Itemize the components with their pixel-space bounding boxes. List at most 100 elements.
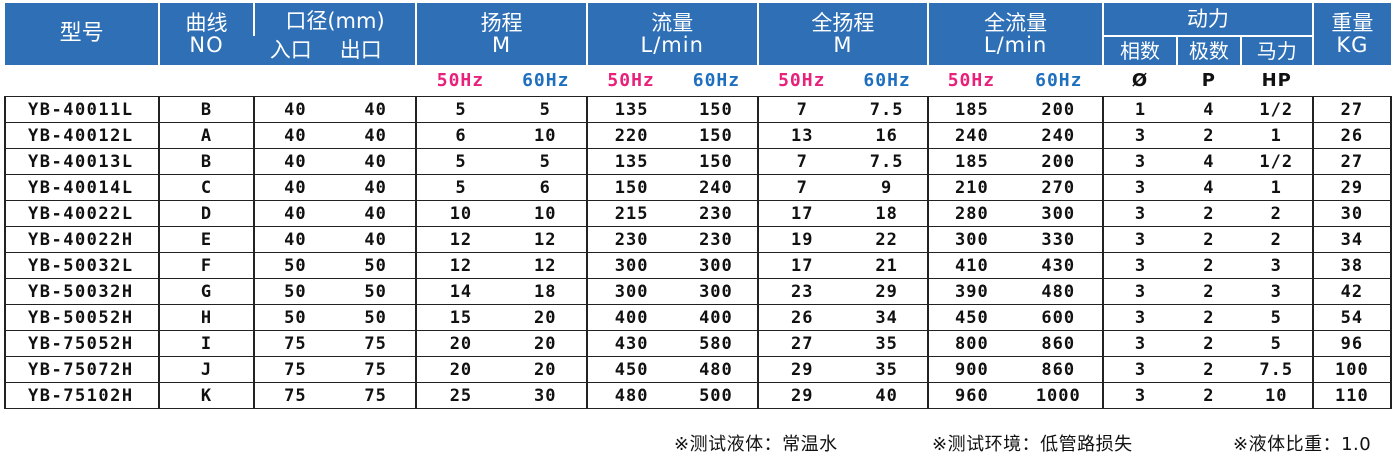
pump-spec-table: 型号 曲线 NO 口径(mm) 扬程 M 流量 L/min 全扬程 M 全流量 … (3, 3, 1393, 409)
header-total-flow: 全流量 L/min (927, 3, 1103, 65)
cell-total-flow-50hz: 450 (927, 304, 1015, 331)
cell-inlet: 40 (252, 148, 337, 175)
cell-total-head-60hz: 7.5 (845, 96, 930, 123)
cell-phase: 3 (1101, 122, 1178, 149)
cell-model: YB-50052H (3, 304, 161, 331)
cell-phase: 3 (1101, 356, 1178, 383)
header-flow: 流量 L/min (585, 3, 758, 65)
table-row: YB-50052H H 50 50 15 20 400 400 26 34 450 600 3 2 5 54 (3, 304, 1393, 331)
cell-total-flow-60hz: 600 (1014, 304, 1105, 331)
cell-flow-50hz: 135 (585, 96, 676, 123)
table-row: YB-40022H E 40 40 12 12 230 230 19 22 300 330 3 2 2 34 (3, 226, 1393, 253)
hp-symbol: HP (1261, 70, 1292, 91)
cell-phase: 3 (1101, 330, 1178, 357)
total-head-50hz-label: 50Hz (778, 70, 826, 91)
header-curve: 曲线 NO (158, 3, 254, 65)
table-row: YB-75052H I 75 75 20 20 430 580 27 35 800 860 3 2 5 96 (3, 330, 1393, 357)
cell-head-60hz: 10 (504, 200, 588, 227)
cell-total-head-50hz: 13 (756, 122, 846, 149)
cell-head-50hz: 12 (415, 226, 505, 253)
cell-total-flow-60hz: 860 (1014, 356, 1105, 383)
cell-flow-60hz: 230 (675, 200, 759, 227)
header-total-head-cn: 全扬程 (811, 11, 875, 35)
cell-total-head-60hz: 35 (845, 330, 930, 357)
table-row: YB-40012L A 40 40 6 10 220 150 13 16 240 240 3 2 1 26 (3, 122, 1393, 149)
cell-weight: 30 (1311, 200, 1393, 227)
cell-flow-60hz: 150 (675, 122, 759, 149)
cell-phase: 3 (1101, 382, 1178, 409)
cell-flow-50hz: 400 (585, 304, 676, 331)
cell-head-60hz: 5 (504, 148, 588, 175)
header-phase: 相数 (1101, 36, 1178, 65)
cell-curve-no: D (158, 200, 255, 227)
cell-total-head-60hz: 7.5 (845, 148, 930, 175)
cell-head-50hz: 12 (415, 252, 505, 279)
cell-head-50hz: 14 (415, 278, 505, 305)
cell-horsepower: 5 (1240, 304, 1314, 331)
cell-horsepower: 7.5 (1240, 356, 1314, 383)
cell-inlet: 40 (252, 174, 337, 201)
cell-total-head-60hz: 22 (845, 226, 930, 253)
cell-curve-no: E (158, 226, 255, 253)
header-weight-unit: KG (1336, 33, 1369, 57)
table-row: YB-40022L D 40 40 10 10 215 230 17 18 280 300 3 2 2 30 (3, 200, 1393, 227)
cell-head-60hz: 20 (504, 330, 588, 357)
cell-weight: 100 (1311, 356, 1393, 383)
poles-symbol: P (1201, 70, 1216, 91)
cell-inlet: 50 (252, 278, 337, 305)
cell-inlet: 50 (252, 252, 337, 279)
cell-curve-no: B (158, 148, 255, 175)
cell-curve-no: J (158, 356, 255, 383)
cell-phase: 3 (1101, 304, 1178, 331)
cell-total-head-50hz: 17 (756, 252, 846, 279)
cell-poles: 2 (1177, 252, 1241, 279)
header-horsepower: 马力 (1239, 36, 1313, 65)
cell-outlet: 40 (336, 148, 418, 175)
cell-total-head-50hz: 17 (756, 200, 846, 227)
cell-total-flow-50hz: 210 (927, 174, 1015, 201)
header-poles: 极数 (1176, 36, 1241, 65)
cell-total-flow-60hz: 430 (1014, 252, 1105, 279)
cell-total-head-60hz: 40 (845, 382, 930, 409)
cell-flow-50hz: 215 (585, 200, 676, 227)
cell-total-head-60hz: 34 (845, 304, 930, 331)
header-power: 动力 (1102, 3, 1313, 37)
cell-total-head-60hz: 18 (845, 200, 930, 227)
cell-total-flow-50hz: 410 (927, 252, 1015, 279)
header-weight-cn: 重量 (1331, 11, 1374, 35)
header-total-head: 全扬程 M (756, 3, 929, 65)
cell-total-head-50hz: 26 (756, 304, 846, 331)
cell-flow-50hz: 450 (585, 356, 676, 383)
cell-inlet: 75 (252, 382, 337, 409)
cell-flow-60hz: 580 (675, 330, 759, 357)
cell-total-head-60hz: 16 (845, 122, 930, 149)
cell-total-head-50hz: 7 (756, 174, 846, 201)
cell-outlet: 40 (336, 200, 418, 227)
cell-phase: 3 (1101, 252, 1178, 279)
cell-total-flow-60hz: 270 (1014, 174, 1105, 201)
cell-horsepower: 2 (1240, 226, 1314, 253)
table-row: YB-40014L C 40 40 5 6 150 240 7 9 210 270 3 4 1 29 (3, 174, 1393, 201)
table-row: YB-40011L B 40 40 5 5 135 150 7 7.5 185 200 1 4 1/2 27 (3, 96, 1393, 123)
cell-horsepower: 5 (1240, 330, 1314, 357)
cell-flow-60hz: 500 (675, 382, 759, 409)
header-total-flow-unit: L/min (983, 33, 1048, 57)
cell-poles: 2 (1177, 226, 1241, 253)
cell-model: YB-75102H (3, 382, 161, 409)
cell-curve-no: H (158, 304, 255, 331)
cell-head-60hz: 12 (504, 226, 588, 253)
head-50hz-label: 50Hz (436, 70, 485, 91)
cell-curve-no: C (158, 174, 255, 201)
cell-flow-60hz: 240 (675, 174, 759, 201)
cell-head-50hz: 5 (415, 96, 505, 123)
cell-outlet: 40 (336, 226, 418, 253)
header-flow-cn: 流量 (651, 11, 694, 35)
cell-total-flow-60hz: 860 (1014, 330, 1105, 357)
cell-head-60hz: 10 (504, 122, 588, 149)
cell-horsepower: 2 (1240, 200, 1314, 227)
cell-flow-50hz: 150 (585, 174, 676, 201)
cell-model: YB-50032L (3, 252, 161, 279)
cell-poles: 4 (1177, 148, 1241, 175)
note-test-liquid: ※测试液体：常温水 (674, 434, 838, 455)
cell-head-50hz: 5 (415, 148, 505, 175)
